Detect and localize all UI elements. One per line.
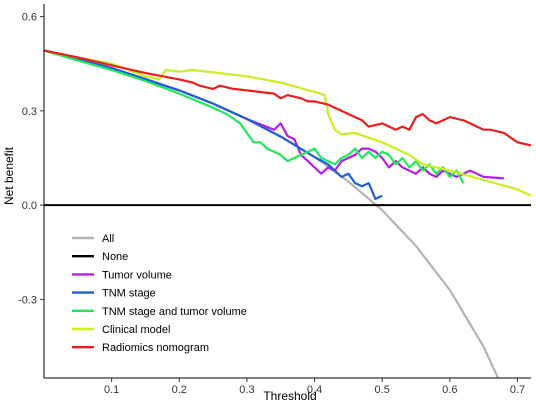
y-tick-label: 0.0 xyxy=(22,200,37,212)
series-line-clinical-model xyxy=(44,49,531,197)
series-line-tumor-volume xyxy=(44,49,504,180)
x-axis-title: Threshold xyxy=(263,389,316,403)
legend-item-tnm-stage: TNM stage xyxy=(72,288,156,300)
legend-item-clinical-model: Clinical model xyxy=(72,324,170,336)
x-tick-label: 0.5 xyxy=(375,384,390,396)
x-tick-label: 0.2 xyxy=(172,384,187,396)
series-line-tnm-stage-and-tumor-volume xyxy=(44,49,465,184)
y-tick-label: 0.6 xyxy=(22,12,37,24)
y-tick-label: 0.3 xyxy=(22,106,37,118)
legend: All None Tumor volume TNM stage TNM stage an… xyxy=(72,233,247,354)
series-lines xyxy=(44,49,531,378)
series-line-radiomics-nomogram xyxy=(44,49,531,147)
legend-label: Clinical model xyxy=(102,324,170,336)
legend-item-tumor-volume: Tumor volume xyxy=(72,269,172,281)
x-tick-label: 0.6 xyxy=(442,384,457,396)
x-tick-label: 0.1 xyxy=(104,384,119,396)
y-tick-label: -0.3 xyxy=(18,294,37,306)
axes: 0.1 0.2 0.3 0.4 0.5 0.6 0.7 -0.3 0.0 0.3 0.6 xyxy=(18,4,531,396)
x-tick-label: 0.3 xyxy=(239,384,254,396)
y-axis-title: Net benefit xyxy=(2,146,16,205)
legend-item-none: None xyxy=(72,251,128,263)
legend-label: None xyxy=(102,251,128,263)
legend-label: TNM stage and tumor volume xyxy=(102,306,247,318)
series-line-tnm-stage xyxy=(44,49,383,200)
x-tick-label: 0.4 xyxy=(307,384,322,396)
legend-label: TNM stage xyxy=(102,288,156,300)
x-tick-label: 0.7 xyxy=(510,384,525,396)
legend-label: All xyxy=(102,233,114,245)
legend-item-tnm-stage-and-tumor-volume: TNM stage and tumor volume xyxy=(72,306,247,318)
legend-item-radiomics-nomogram: Radiomics nomogram xyxy=(72,342,209,354)
legend-item-all: All xyxy=(72,233,114,245)
legend-label: Tumor volume xyxy=(102,269,172,281)
series-line-all xyxy=(44,49,500,378)
legend-label: Radiomics nomogram xyxy=(102,342,209,354)
